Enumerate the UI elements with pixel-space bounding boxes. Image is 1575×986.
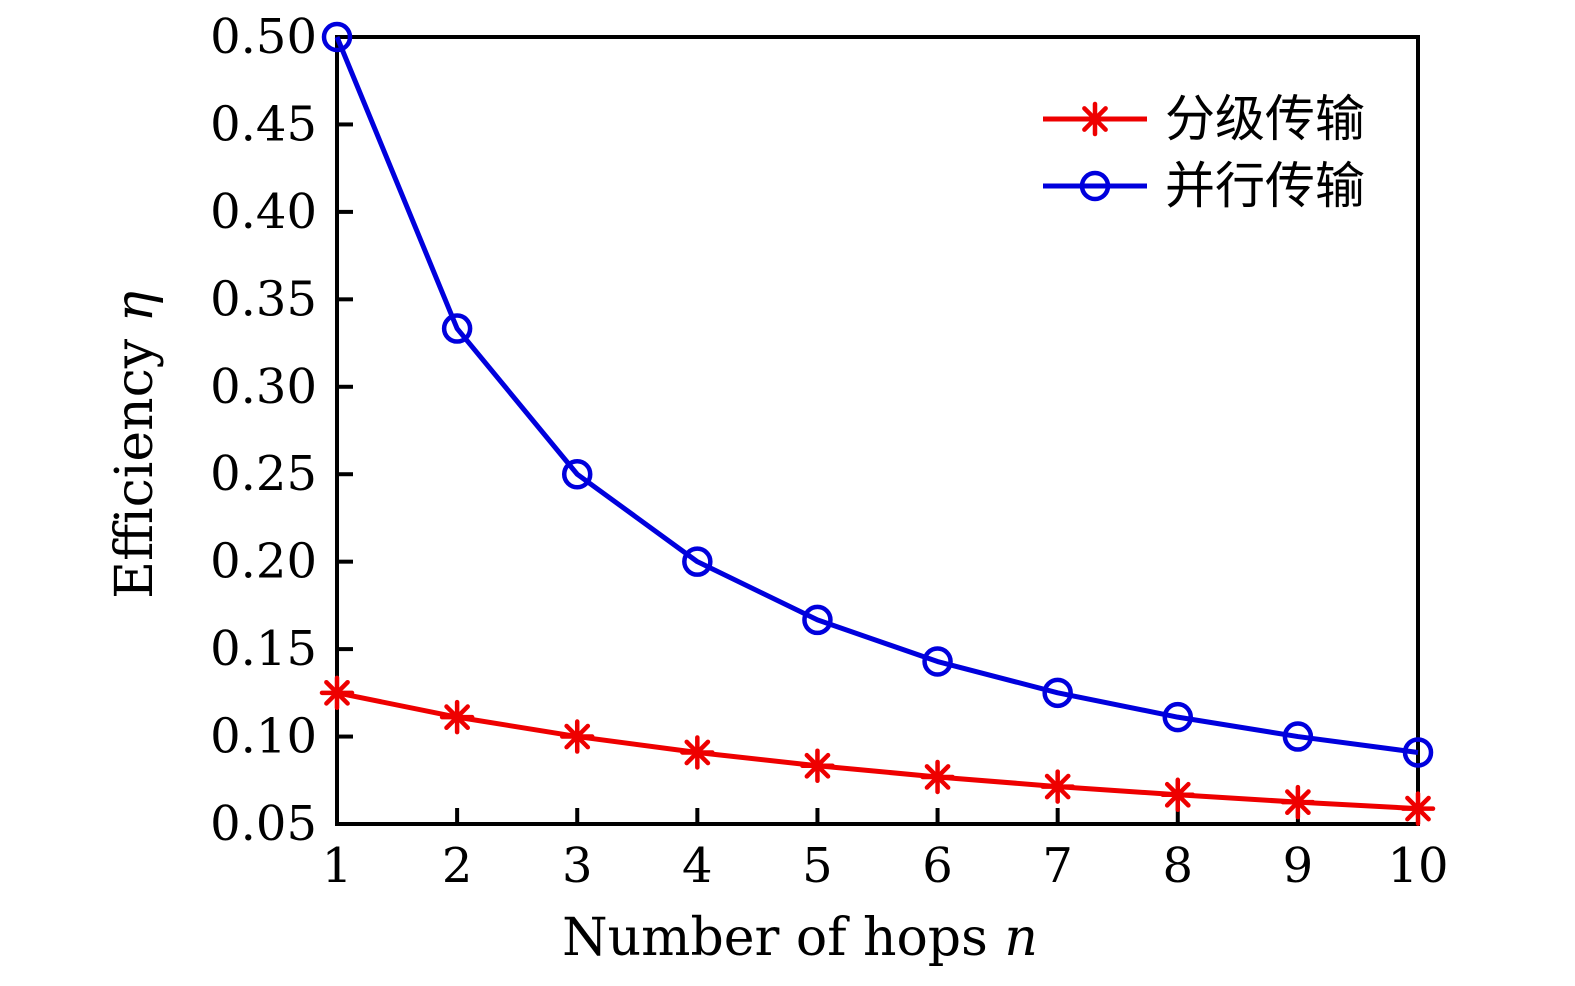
legend-item: 分级传输 [1043,90,1365,148]
y-tick-label: 0.45 [210,96,317,152]
asterisk-marker [680,735,715,770]
asterisk-ray [1285,789,1311,815]
asterisk-ray [564,723,591,750]
plot-border [335,35,1420,826]
x-tick-label: 2 [442,838,473,894]
x-tick-label: 7 [1042,838,1073,894]
x-tick-label: 10 [1387,838,1448,894]
asterisk-ray [804,752,831,779]
x-tick-label: 8 [1163,838,1194,894]
y-axis: 0.05 0.10 0.15 0.20 0.25 0.30 0.35 0.40 0.45 0.50 [210,9,353,852]
asterisk-ray [1082,106,1108,132]
asterisk-ray [444,704,470,730]
legend-label: 分级传输 [1165,90,1365,148]
series-line [336,690,1419,812]
legend-label: 并行传输 [1165,157,1365,215]
circle-marker [1402,737,1434,768]
y-tick-label: 0.05 [210,796,317,852]
asterisk-marker [800,748,835,784]
asterisk-marker [1077,101,1113,137]
y-tick-label: 0.20 [210,534,317,590]
y-axis-title: Efficiency η [105,291,165,599]
circle-marker [1282,721,1314,752]
x-axis: 1 2 3 4 5 6 7 8 9 10 [322,808,1449,894]
x-tick-label: 5 [802,838,833,894]
series-line [334,36,1419,755]
y-tick-label: 0.25 [210,446,317,502]
asterisk-marker [920,759,955,795]
asterisk-marker [1280,784,1316,820]
series-1 [321,21,1434,768]
circle-marker [682,546,713,577]
y-tick-label: 0.15 [210,621,317,677]
circle-marker [321,21,353,53]
asterisk-marker [439,699,475,735]
x-tick-label: 6 [922,838,953,894]
y-tick-label: 0.35 [210,271,317,327]
circle-marker [441,313,473,344]
asterisk-ray [1044,773,1071,800]
circle-marker [1042,677,1073,709]
x-tick-label: 1 [322,838,353,894]
circle-marker [1079,170,1111,202]
y-tick-label: 0.10 [210,709,317,765]
asterisk-ray [1405,795,1431,822]
asterisk-ray [684,739,711,766]
asterisk-marker [559,719,595,754]
series-0 [319,675,1436,826]
x-axis-title: Number of hops n [562,908,1038,968]
y-tick-label: 0.40 [210,184,317,240]
x-tick-label: 9 [1283,838,1314,894]
circle-marker [1162,701,1194,733]
x-tick-label: 3 [562,838,593,894]
asterisk-marker [319,675,355,711]
asterisk-ray [324,679,350,706]
y-tick-label: 0.30 [210,359,317,415]
legend-item: 并行传输 [1043,157,1365,215]
asterisk-ray [1164,781,1191,808]
y-tick-label: 0.50 [210,9,317,65]
circle-marker [802,604,833,636]
circle-marker [561,458,593,490]
circle-marker [922,646,953,677]
asterisk-ray [924,764,951,790]
asterisk-marker [1160,777,1196,813]
asterisk-marker [1040,769,1075,804]
asterisk-marker [1400,791,1436,826]
x-tick-label: 4 [682,838,713,894]
